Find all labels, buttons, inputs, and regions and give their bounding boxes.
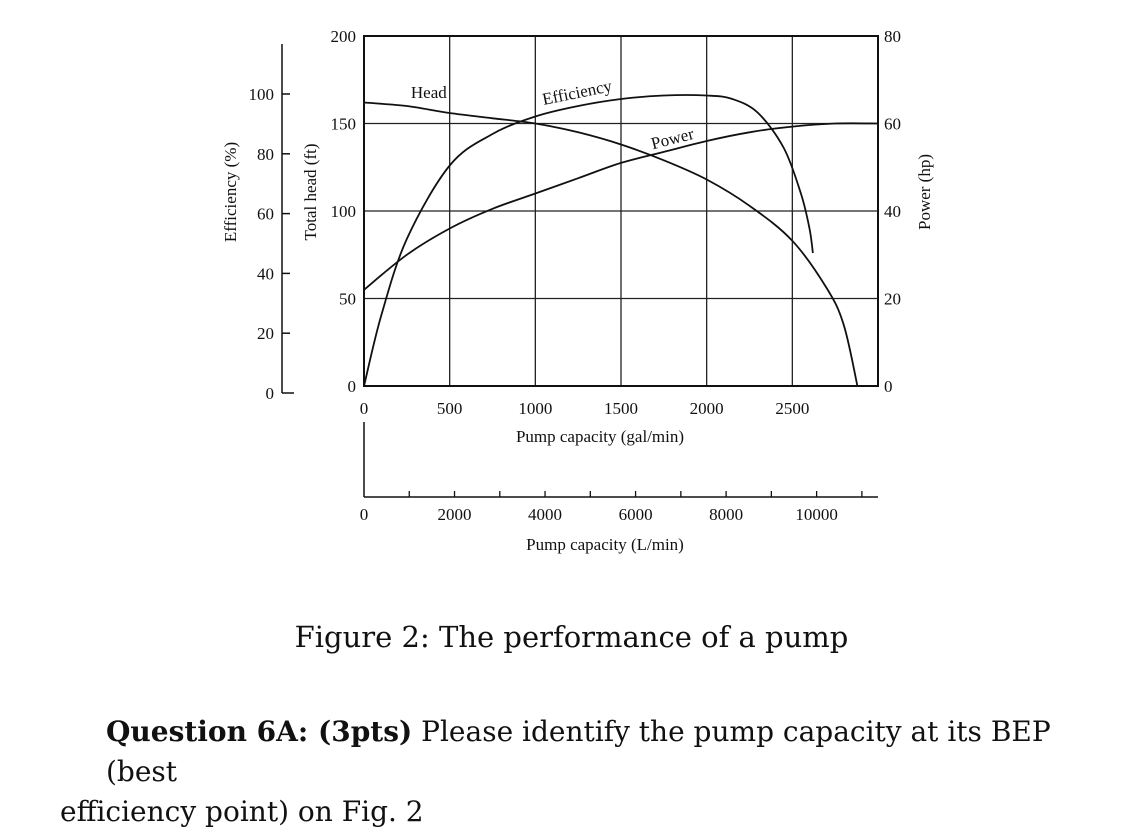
y-tick-label-power: 0	[884, 377, 893, 396]
y-axis-title-head: Total head (ft)	[301, 144, 320, 241]
question-label: Question 6A: (3pts)	[106, 715, 413, 748]
y-tick-label-head: 50	[339, 290, 356, 309]
efficiency-curve	[363, 94, 814, 387]
question-body-continued: efficiency point) on Fig. 2	[60, 795, 424, 828]
x-tick-label-gal: 2000	[690, 399, 724, 418]
x-tick-label-gal: 2500	[775, 399, 809, 418]
y-tick-label-power: 40	[884, 202, 901, 221]
head-curve	[363, 101, 859, 387]
x-axis-title-lmin: Pump capacity (L/min)	[526, 535, 684, 554]
x-tick-label-lmin: 8000	[709, 505, 743, 524]
x-tick-label-lmin: 10000	[795, 505, 838, 524]
y-tick-label-efficiency: 40	[257, 264, 274, 283]
x-tick-label-gal: 0	[360, 399, 369, 418]
figure-caption: Figure 2: The performance of a pump	[294, 620, 849, 654]
y-tick-label-efficiency: 60	[257, 205, 274, 224]
y-tick-label-head: 0	[348, 377, 357, 396]
x-tick-label-lmin: 2000	[438, 505, 472, 524]
head-label: Head	[411, 83, 447, 102]
grid-lines	[364, 36, 878, 386]
y-tick-label-head: 150	[331, 115, 357, 134]
series-curves	[363, 94, 879, 387]
y-axis-title-efficiency: Efficiency (%)	[221, 142, 240, 242]
x-tick-label-lmin: 6000	[619, 505, 653, 524]
y-tick-label-efficiency: 0	[266, 384, 275, 403]
axes: 0 500 1000 1500 2000 250005010015020002040608…	[249, 27, 902, 524]
y-tick-label-head: 100	[331, 202, 357, 221]
x-tick-label-lmin: 0	[360, 505, 369, 524]
x-tick-label-gal: 1500	[604, 399, 638, 418]
x-tick-label-gal: 500	[437, 399, 463, 418]
y-axis-title-power: Power (hp)	[915, 154, 934, 230]
y-tick-label-power: 60	[884, 115, 901, 134]
question-body: Please identify the pump capacity at its…	[106, 715, 1051, 788]
y-tick-label-power: 20	[884, 290, 901, 309]
power-curve	[363, 122, 879, 291]
y-tick-label-efficiency: 80	[257, 145, 274, 164]
question-text: Question 6A: (3pts) Please identify the …	[60, 712, 1110, 832]
y-tick-label-efficiency: 100	[249, 85, 275, 104]
x-tick-label-gal: 1000	[518, 399, 552, 418]
efficiency-label: Efficiency	[541, 76, 614, 109]
pump-performance-chart: 0 500 1000 1500 2000 250005010015020002040608…	[221, 27, 934, 554]
axis-labels: Pump capacity (gal/min) Pump capacity (L/…	[221, 76, 934, 554]
x-tick-label-lmin: 4000	[528, 505, 562, 524]
y-tick-label-head: 200	[331, 27, 357, 46]
x-axis-title-gal: Pump capacity (gal/min)	[516, 427, 684, 446]
y-tick-label-power: 80	[884, 27, 901, 46]
plot-frame	[363, 35, 879, 387]
y-tick-label-efficiency: 20	[257, 324, 274, 343]
